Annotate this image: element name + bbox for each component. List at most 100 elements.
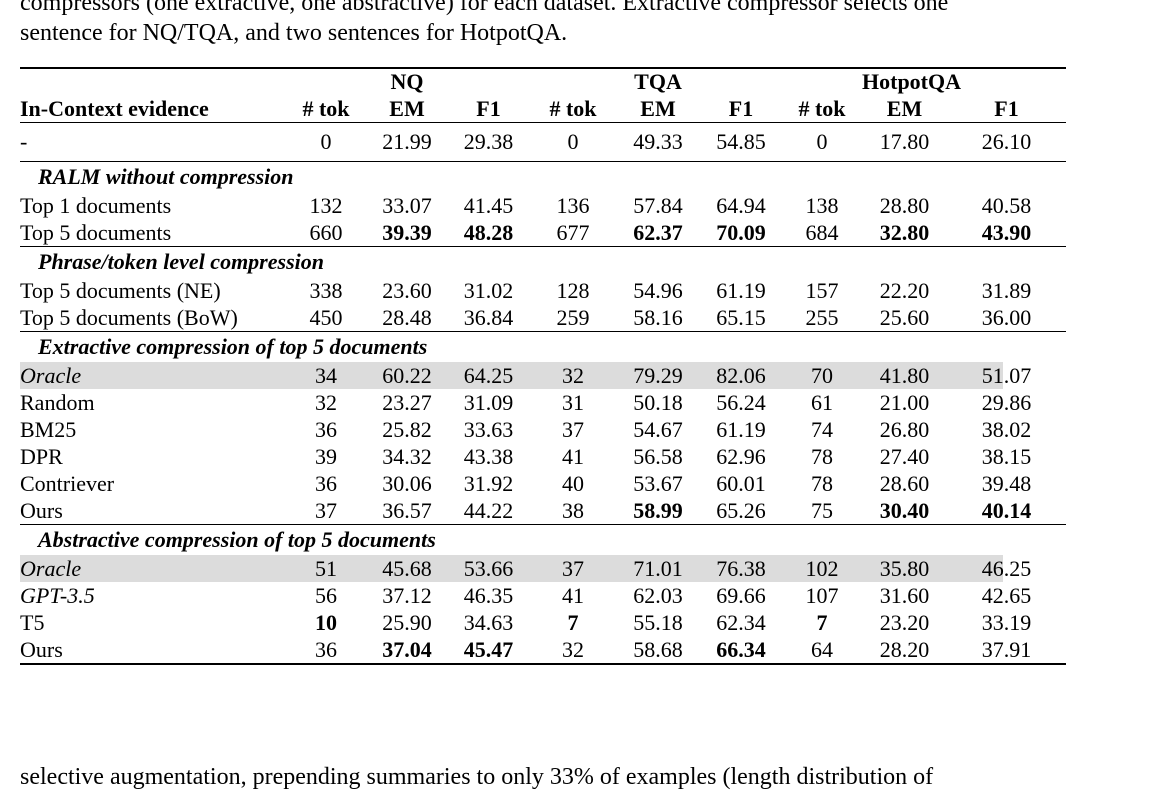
table-cell: 0: [782, 122, 862, 162]
table-cell: 75: [782, 497, 862, 525]
row-label: Ours: [20, 497, 285, 525]
table-cell: 450: [285, 304, 367, 332]
table-cell: 38.02: [981, 417, 1032, 442]
table-cell: 32: [530, 362, 616, 389]
table-cell: 7: [567, 610, 579, 635]
table-cell: 41.45: [463, 193, 514, 218]
table-row: Contriever 36 30.06 31.92 40 53.67 60.01 78 28.6…: [20, 470, 1066, 497]
table-cell: 65.26: [700, 497, 782, 525]
table-cell: 36: [315, 471, 337, 496]
table-row: BM25 36 25.82 33.63 37 54.67 61.19 74 26.80 38.02: [20, 416, 1066, 443]
table-cell: 46.25: [947, 555, 1066, 582]
table-row: Oracle 51 45.68 53.66 37 71.01 76.38 102 35.80 46…: [20, 555, 1066, 582]
table-cell: 34: [285, 362, 367, 389]
group-title: RALM without compression: [38, 164, 294, 189]
table-cell: 36: [285, 636, 367, 665]
table-cell: 25.60: [862, 304, 947, 332]
table-cell: 61.19: [716, 278, 766, 303]
header-f1: F1: [947, 95, 1066, 123]
header-f1: F1: [700, 95, 782, 123]
table-cell: 21.99: [367, 122, 447, 162]
table-cell: 23.27: [382, 390, 432, 415]
header-tok: # tok: [285, 95, 367, 123]
table-cell: 23.20: [879, 610, 930, 635]
header-tqa: TQA: [616, 67, 700, 95]
table-row: Top 5 documents 660 39.39 48.28 677 62.37 70.0…: [20, 219, 1066, 247]
table-cell: 40: [562, 471, 584, 496]
row-label: Contriever: [20, 471, 115, 496]
table-cell: 0: [285, 122, 367, 162]
table-cell: 255: [782, 304, 862, 332]
table-cell: 45.47: [447, 636, 530, 665]
table-row: Ours 37 36.57 44.22 38 58.99 65.26 75 30.40 40.14: [20, 497, 1066, 525]
group-header-row: Extractive compression of top 5 document…: [20, 332, 1066, 363]
table-row: Top 1 documents 132 33.07 41.45 136 57.84 64.9…: [20, 192, 1066, 219]
body-text: selective augmentation, prepending summa…: [20, 764, 934, 790]
table-cell: 26.10: [947, 122, 1066, 162]
table-cell: 56.24: [716, 390, 766, 415]
table-cell: 0: [530, 122, 616, 162]
table-cell: 53.66: [447, 555, 530, 582]
table-cell: 128: [556, 278, 590, 303]
table-cell: 21.00: [879, 390, 930, 415]
table-cell: 39.48: [981, 471, 1032, 496]
table-row: Ours 36 37.04 45.47 32 58.68 66.34 64 28.20 37.91: [20, 636, 1066, 665]
table-cell: 23.60: [382, 278, 432, 303]
header-f1: F1: [447, 95, 530, 123]
results-table: NQ TQA HotpotQA In-Context evidence # to…: [20, 67, 1066, 665]
table-cell: 56: [315, 583, 337, 608]
row-label: -: [20, 122, 285, 162]
table-row: T5 10 25.90 34.63 7 55.18 62.34 7 23.20 33.19: [20, 609, 1066, 636]
table-cell: 64.94: [716, 193, 766, 218]
table-cell: 38.15: [981, 444, 1032, 469]
table-cell: 45.68: [367, 555, 447, 582]
table-cell: 76.38: [700, 555, 782, 582]
table-cell: 69.66: [716, 583, 766, 608]
table-row: DPR 39 34.32 43.38 41 56.58 62.96 78 27.40 38.15: [20, 443, 1066, 470]
row-label: Oracle: [20, 362, 285, 389]
table-cell: 28.80: [879, 193, 930, 218]
table-cell: 65.15: [700, 304, 782, 332]
table-body: -0 21.99 29.38 0 49.33 54.85 0 17.80 26.10 RALM w…: [20, 122, 1066, 665]
row-label: BM25: [20, 417, 77, 442]
table-cell: 25.90: [382, 610, 432, 635]
table-cell: 35.80: [862, 555, 947, 582]
table-cell: 36.57: [367, 497, 447, 525]
table-cell: 70.09: [700, 219, 782, 247]
group-header-row: Phrase/token level compression: [20, 247, 1066, 278]
table-cell: 7: [816, 610, 828, 635]
table-cell: 26.80: [879, 417, 930, 442]
group-header-row: RALM without compression: [20, 162, 1066, 193]
table-cell: 29.38: [447, 122, 530, 162]
caption-line-1: compressors (one extractive, one abstrac…: [20, 0, 949, 16]
table-cell: 48.28: [447, 219, 530, 247]
table-cell: 33.19: [981, 610, 1032, 635]
table-cell: 27.40: [879, 444, 930, 469]
table-cell: 34.32: [382, 444, 432, 469]
row-label: Top 5 documents (BoW): [20, 304, 285, 332]
header-em: EM: [862, 95, 947, 123]
row-label: GPT-3.5: [20, 583, 95, 608]
table-cell: 39.39: [367, 219, 447, 247]
table-cell: 62.37: [616, 219, 700, 247]
table-cell: 31.60: [879, 583, 930, 608]
table-cell: 44.22: [447, 497, 530, 525]
table-cell: 61.19: [716, 417, 766, 442]
row-label: Top 5 documents: [20, 219, 285, 247]
group-title: Abstractive compression of top 5 documen…: [38, 527, 436, 552]
table-cell: 58.16: [616, 304, 700, 332]
header-tok: # tok: [530, 95, 616, 123]
table-cell: 62.34: [716, 610, 766, 635]
table-cell: 82.06: [700, 362, 782, 389]
row-label: DPR: [20, 444, 63, 469]
table-cell: 338: [309, 278, 343, 303]
table-cell: 28.48: [367, 304, 447, 332]
table-cell: 51.07: [947, 362, 1066, 389]
row-label: Random: [20, 390, 95, 415]
table-cell: 40.14: [947, 497, 1066, 525]
table-cell: 60.01: [716, 471, 766, 496]
table-cell: 32: [315, 390, 337, 415]
table-cell: 32.80: [862, 219, 947, 247]
table-cell: 30.40: [862, 497, 947, 525]
table-cell: 132: [309, 193, 343, 218]
